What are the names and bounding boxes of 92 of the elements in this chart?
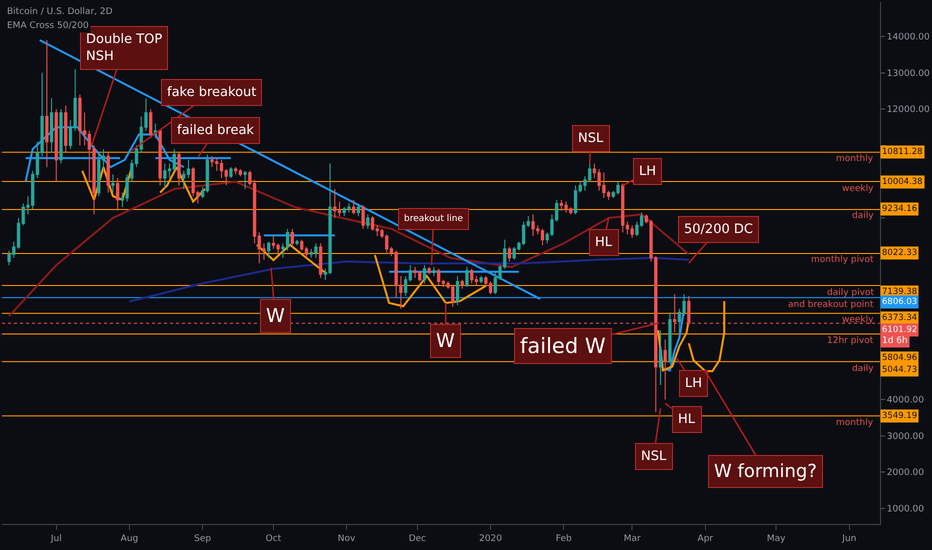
x-tick-label: Dec xyxy=(408,534,426,544)
text: 9234.16 xyxy=(882,204,918,214)
text: 5804.96 xyxy=(882,353,918,363)
annotation: breakout line xyxy=(404,214,464,224)
candlestick xyxy=(106,152,110,194)
ref-line-label: 12hr pivot xyxy=(827,336,874,346)
candlestick xyxy=(422,264,426,284)
candlestick xyxy=(116,178,120,212)
y-tick-label: 3000.00 xyxy=(886,432,924,442)
x-tick-label: Jul xyxy=(50,534,62,544)
candlestick xyxy=(428,266,431,275)
candlestick xyxy=(658,330,662,386)
ref-line-label: monthly xyxy=(836,418,874,428)
candlestick xyxy=(54,108,58,182)
x-tick-label: Feb xyxy=(556,534,572,544)
line-series xyxy=(128,256,690,302)
ref-line-label: monthly xyxy=(836,154,874,164)
annotation: W xyxy=(266,305,285,327)
candlestick xyxy=(664,339,667,400)
text: 3549.19 xyxy=(882,411,918,421)
candlestick xyxy=(111,174,115,194)
ref-line-label: and breakout point xyxy=(788,300,874,310)
candlestick xyxy=(668,312,672,364)
y-tick-label: 4000.00 xyxy=(886,396,924,406)
y-tick-label: 13000.00 xyxy=(886,68,930,79)
candlestick xyxy=(508,246,512,262)
text: 10004.38 xyxy=(882,177,923,187)
annotation: HL xyxy=(595,235,613,250)
candlestick xyxy=(318,242,322,278)
annotation: LH xyxy=(639,164,656,179)
y-tick-label: 14000.00 xyxy=(886,32,930,43)
text: 8022.33 xyxy=(882,248,918,258)
y-tick-label: 1000.00 xyxy=(886,504,924,515)
ref-line-label: daily xyxy=(852,364,874,374)
annotation: fake breakout xyxy=(167,85,256,100)
text: 5044.73 xyxy=(882,365,918,375)
candlestick xyxy=(356,202,360,217)
x-tick-label: Oct xyxy=(266,534,282,544)
x-tick-label: Aug xyxy=(120,534,138,544)
candlestick xyxy=(229,166,233,179)
candlestick xyxy=(50,98,54,154)
annotation: HL xyxy=(678,412,696,427)
annotation: NSL xyxy=(578,131,604,146)
text: 6806.03 xyxy=(882,297,918,307)
candlestick xyxy=(479,276,483,284)
candlestick xyxy=(163,163,167,190)
annotation: Double TOP NSH xyxy=(86,32,162,64)
annotation: 50/200 DC xyxy=(684,222,753,237)
y-tick-label: 2000.00 xyxy=(886,468,924,478)
text: 10811.28 xyxy=(882,147,923,157)
candlestick xyxy=(149,108,152,139)
text: EMA Cross 50/200 xyxy=(7,21,89,31)
candlestick xyxy=(295,239,299,246)
candlestick xyxy=(465,266,469,288)
y-tick-label: 12000.00 xyxy=(886,105,930,116)
x-tick-label: Sep xyxy=(194,534,212,544)
x-tick-label: Apr xyxy=(698,534,714,544)
candlestick xyxy=(267,241,270,258)
x-tick-label: 2020 xyxy=(479,534,502,544)
text: 7139.38 xyxy=(882,287,918,297)
x-tick-label: May xyxy=(766,534,786,544)
annotation: failed W xyxy=(520,334,606,358)
ref-line-label: monthly pivot xyxy=(811,255,874,265)
candlestick xyxy=(243,170,247,190)
candlestick xyxy=(290,228,294,248)
annotation: NSL xyxy=(641,449,667,464)
candlestick xyxy=(352,199,356,215)
candlestick xyxy=(177,152,181,186)
annotation: LH xyxy=(685,376,702,391)
candlestick xyxy=(64,104,68,154)
x-tick-label: Jun xyxy=(841,534,856,544)
candlestick xyxy=(158,128,162,186)
candlestick xyxy=(361,204,365,230)
candlestick xyxy=(432,266,436,277)
text: 1d 6h xyxy=(882,336,908,346)
ref-line-label: weekly xyxy=(842,184,874,194)
text: Bitcoin / U.S. Dollar, 2D xyxy=(7,7,113,17)
candlestick xyxy=(366,214,370,230)
ref-line-label: daily xyxy=(852,211,874,221)
candlestick xyxy=(460,279,464,290)
ref-line-label: weekly xyxy=(842,315,874,325)
annotation: W forming? xyxy=(714,461,817,482)
annotation: W xyxy=(436,330,455,352)
candlestick xyxy=(456,276,460,306)
x-tick-label: Nov xyxy=(338,534,356,544)
candlestick xyxy=(59,108,63,164)
candlestick xyxy=(45,40,48,168)
text: 6101.92 xyxy=(882,325,918,335)
x-tick-label: Mar xyxy=(624,534,641,544)
annotation: failed break xyxy=(177,123,254,138)
ref-line-label: daily pivot xyxy=(827,288,874,298)
text: 6373.34 xyxy=(882,313,918,323)
